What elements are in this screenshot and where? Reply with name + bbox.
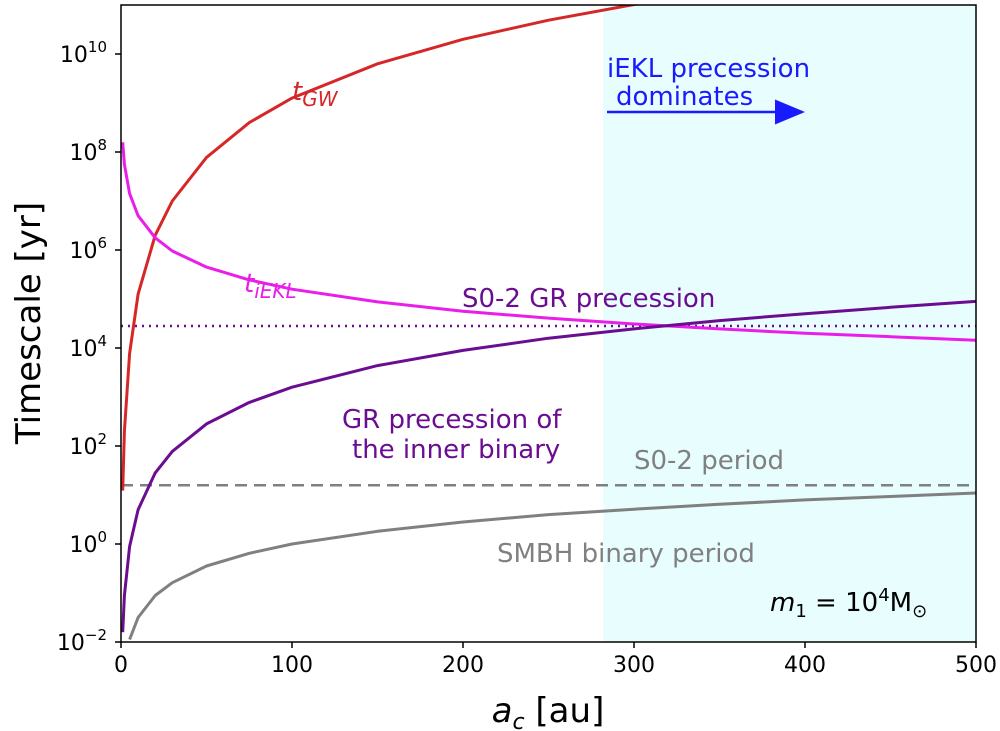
- y-axis-label: Timescale [yr]: [9, 202, 49, 445]
- iekl-dominates-label-line1: iEKL precession: [607, 54, 810, 84]
- x-tick-label: 100: [271, 653, 313, 678]
- x-tick-label: 200: [442, 653, 484, 678]
- t-gw-label: tGW: [292, 77, 339, 111]
- x-tick-label: 500: [955, 653, 997, 678]
- y-tick-label: 106: [69, 234, 107, 264]
- iekl-dominates-label-line2: dominates: [616, 82, 753, 112]
- y-tick-label: 104: [69, 332, 107, 362]
- y-tick-label: 100: [69, 528, 107, 558]
- series-t-iekl: [121, 142, 976, 342]
- x-axis-label: ac [au]: [492, 691, 605, 731]
- gr-inner-binary-label-line1: GR precession of: [342, 405, 562, 435]
- smbh-binary-period-label: SMBH binary period: [497, 539, 755, 569]
- mass-label: m1 = 104M⊙: [770, 585, 927, 622]
- t-iekl-label: tiEKL: [244, 269, 297, 303]
- s02-period-label: S0-2 period: [634, 446, 784, 476]
- series-t-gw: [121, 5, 641, 491]
- y-tick-label: 1010: [60, 38, 107, 68]
- s02-gr-precession-label: S0-2 GR precession: [462, 284, 715, 314]
- y-tick-label: 108: [69, 136, 107, 166]
- x-tick-label: 400: [784, 653, 826, 678]
- x-tick-label: 300: [613, 653, 655, 678]
- plot-frame: [120, 4, 977, 643]
- gr-inner-binary-label-line2: the inner binary: [352, 435, 560, 465]
- y-tick-label: 102: [69, 430, 107, 460]
- series-gr-precession-of-the-inner-binary: [121, 299, 976, 633]
- series-smbh-binary-period: [128, 491, 976, 641]
- y-tick-label: 10−2: [57, 626, 107, 656]
- x-tick-label: 0: [114, 653, 128, 678]
